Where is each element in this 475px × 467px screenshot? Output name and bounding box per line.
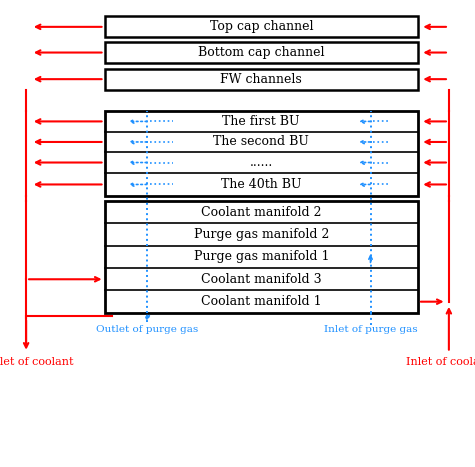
Text: The first BU: The first BU [222,115,300,128]
Text: Coolant manifold 1: Coolant manifold 1 [201,295,322,308]
Text: The second BU: The second BU [213,135,309,149]
Text: Inlet of coolant: Inlet of coolant [406,357,475,367]
Bar [104,111,418,196]
Text: Inlet of purge gas: Inlet of purge gas [323,325,418,334]
Text: Coolant manifold 2: Coolant manifold 2 [201,205,322,219]
Text: The 40th BU: The 40th BU [221,178,302,191]
Text: Outlet of coolant: Outlet of coolant [0,357,73,367]
Text: FW channels: FW channels [220,73,302,85]
Bar [104,201,418,313]
Bar [104,69,418,90]
Text: Purge gas manifold 1: Purge gas manifold 1 [193,250,329,263]
Text: Top cap channel: Top cap channel [209,21,313,33]
Text: Outlet of purge gas: Outlet of purge gas [96,325,199,334]
Text: Bottom cap channel: Bottom cap channel [198,46,324,59]
Bar [104,42,418,63]
Bar [104,16,418,37]
Text: Purge gas manifold 2: Purge gas manifold 2 [194,228,329,241]
Text: Coolant manifold 3: Coolant manifold 3 [201,273,322,286]
Text: ......: ...... [250,156,273,169]
